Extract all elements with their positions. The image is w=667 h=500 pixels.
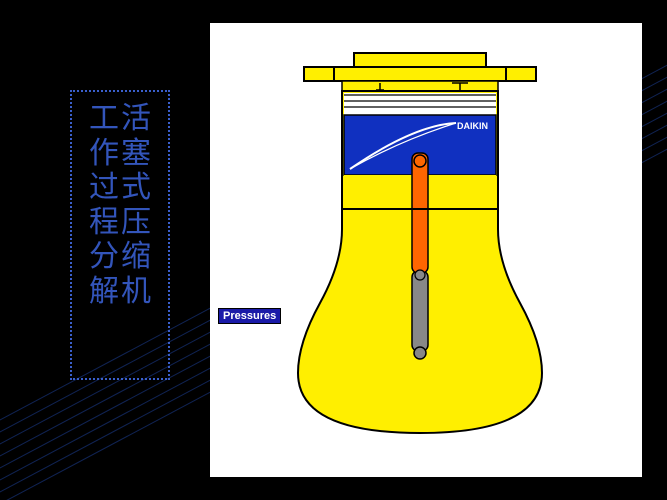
rod-joint-pin <box>415 270 425 280</box>
compressor-diagram: DAIKIN <box>210 23 642 477</box>
diagram-panel: DAIKIN <box>210 23 642 477</box>
head-flange-left <box>304 67 334 81</box>
head-top <box>354 53 486 67</box>
title-char: 活 <box>121 102 151 137</box>
slide-stage: 工作过程分解 活塞式压缩机 DAIKIN Pressures <box>0 0 667 500</box>
title-column-right: 活塞式压缩机 <box>121 102 151 309</box>
title-column-left: 工作过程分解 <box>89 102 119 309</box>
piston-logo-text: DAIKIN <box>457 121 488 131</box>
title-char: 工 <box>89 102 119 137</box>
title-char: 式 <box>121 171 151 206</box>
title-char: 过 <box>89 171 119 206</box>
head-flange-right <box>506 67 536 81</box>
title-box: 工作过程分解 活塞式压缩机 <box>70 90 170 380</box>
title-char: 程 <box>89 206 119 241</box>
valve-plate <box>342 81 498 91</box>
connecting-rod-upper <box>412 153 428 273</box>
title-char: 分 <box>89 240 119 275</box>
title-char: 缩 <box>121 240 151 275</box>
crank-pin <box>414 347 426 359</box>
pressures-label: Pressures <box>218 308 281 324</box>
title-char: 作 <box>89 137 119 172</box>
connecting-rod-lower <box>412 271 428 351</box>
title-char: 塞 <box>121 137 151 172</box>
wrist-pin <box>414 155 426 167</box>
title-char: 解 <box>89 275 119 310</box>
head-body <box>334 67 506 81</box>
title-char: 机 <box>121 275 151 310</box>
cylinder-bore-top <box>344 93 496 115</box>
title-char: 压 <box>121 206 151 241</box>
